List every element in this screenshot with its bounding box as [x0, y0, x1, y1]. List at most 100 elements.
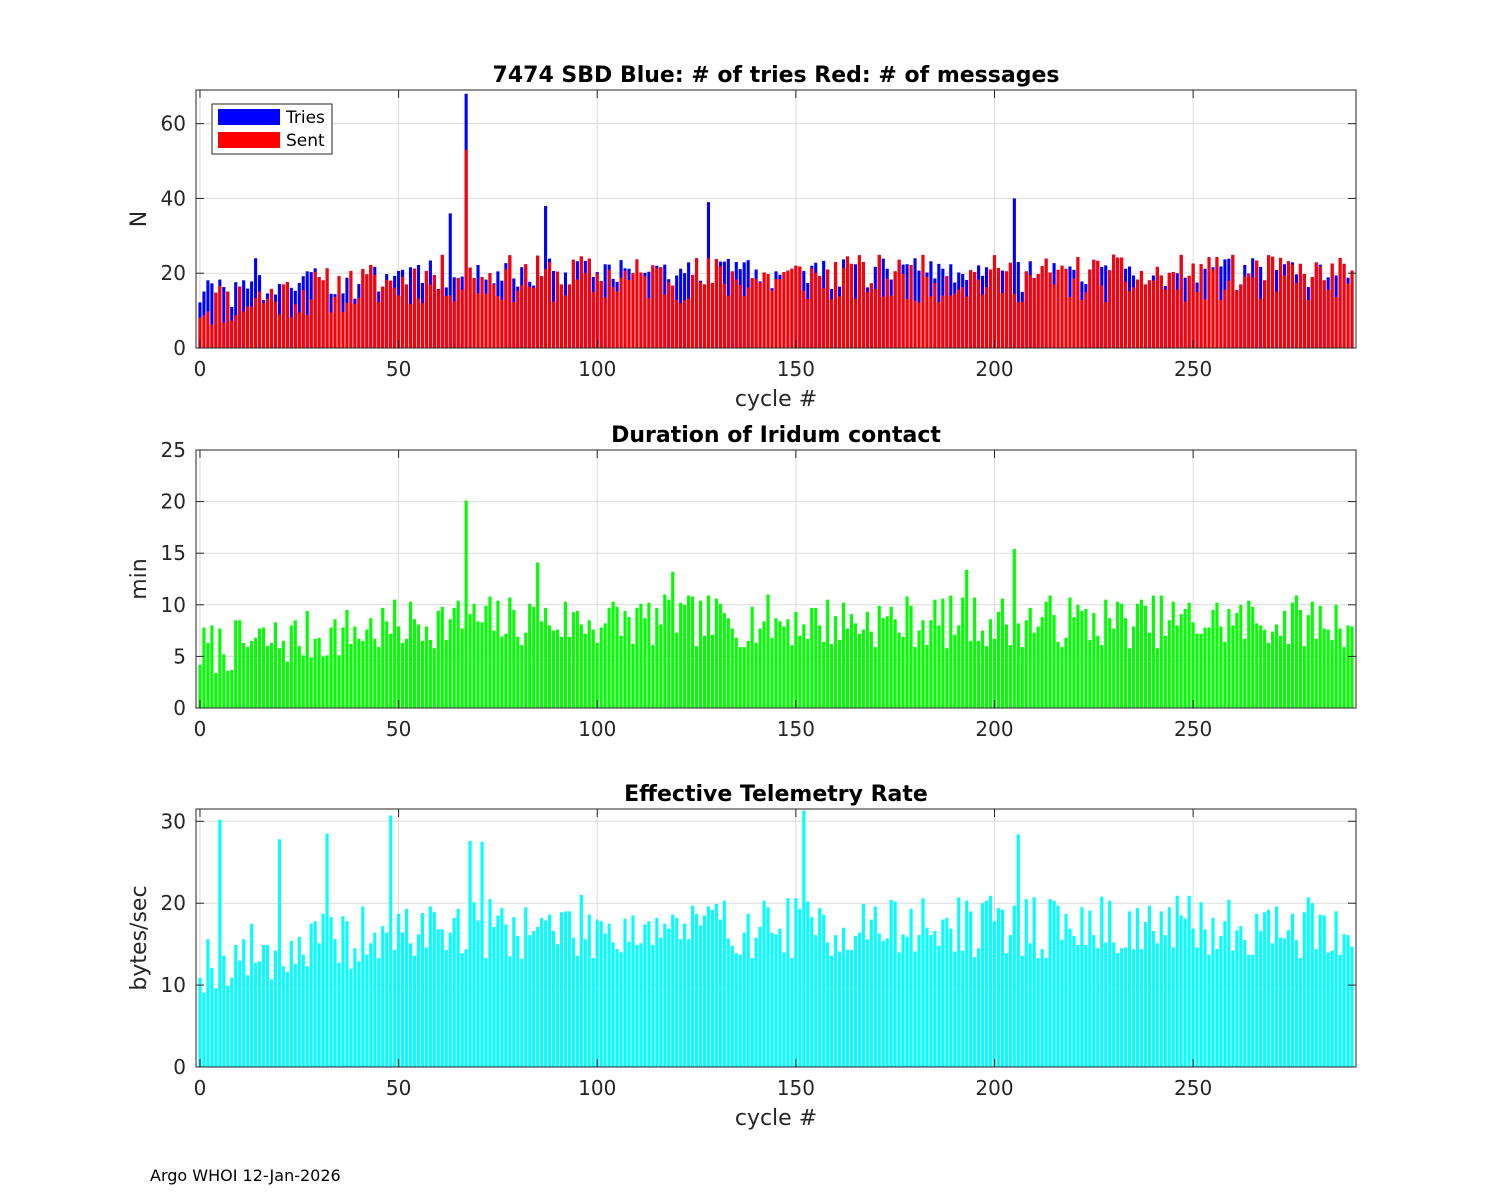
bar-duration — [1203, 627, 1207, 708]
x-axis-label: cycle # — [735, 387, 817, 412]
bar-duration — [1330, 639, 1334, 708]
bar-sent — [1052, 284, 1056, 348]
bar-rate — [830, 955, 834, 1067]
bar-rate — [1338, 954, 1342, 1067]
bar-rate — [1052, 900, 1056, 1067]
bar-duration — [218, 628, 222, 708]
bar-rate — [528, 935, 532, 1067]
bar-duration — [639, 603, 643, 708]
bar-sent — [468, 267, 472, 348]
bar-duration — [277, 648, 281, 708]
bar-sent — [607, 269, 611, 348]
bar-rate — [853, 935, 858, 1067]
bar-sent — [444, 296, 448, 348]
bar-sent — [1278, 257, 1283, 348]
bar-duration — [841, 602, 846, 708]
bar-duration — [953, 634, 957, 708]
bar-sent — [285, 282, 289, 348]
bar-rate — [778, 928, 782, 1067]
bar-rate — [1310, 903, 1314, 1067]
bar-sent — [365, 274, 369, 348]
bar-duration — [377, 647, 381, 708]
bar-sent — [1231, 254, 1235, 348]
bar-duration — [1235, 613, 1239, 708]
bar-duration — [973, 597, 977, 708]
bar-sent — [687, 298, 691, 348]
bar-sent — [1072, 278, 1076, 348]
bar-rate — [627, 941, 631, 1067]
bar-duration — [1012, 549, 1016, 708]
bar-duration — [981, 630, 985, 708]
bar-rate — [1342, 934, 1346, 1067]
bar-rate — [806, 901, 810, 1067]
bar-sent — [996, 267, 1001, 348]
bar-sent — [1139, 270, 1144, 348]
bar-rate — [265, 944, 270, 1067]
bar-rate — [683, 923, 687, 1067]
bar-sent — [420, 303, 424, 348]
bar-sent — [456, 278, 460, 348]
bar-rate — [929, 935, 933, 1067]
bar-rate — [385, 932, 389, 1067]
bar-rate — [484, 958, 488, 1067]
y-tick-label: 10 — [161, 593, 186, 617]
y-tick-label: 30 — [161, 809, 186, 833]
bar-duration — [349, 644, 353, 708]
bar-rate — [1255, 913, 1259, 1067]
bar-sent — [512, 302, 516, 348]
bar-sent — [1267, 255, 1271, 348]
bar-sent — [1084, 292, 1088, 348]
bar-rate — [746, 913, 750, 1067]
bar-duration — [865, 612, 869, 708]
y-tick-label: 20 — [161, 261, 186, 285]
bar-rate — [814, 935, 818, 1067]
bar-rate — [619, 952, 623, 1067]
bar-duration — [428, 639, 432, 708]
bar-sent — [1251, 277, 1255, 348]
bar-duration — [440, 606, 444, 708]
bar-rate — [937, 945, 941, 1067]
bar-rate — [440, 929, 444, 1067]
bar-duration — [988, 619, 993, 708]
bar-sent — [246, 306, 250, 348]
bar-sent — [369, 264, 373, 348]
bar-rate — [742, 932, 746, 1067]
bar-sent — [1060, 265, 1064, 348]
bar-duration — [1060, 647, 1064, 708]
bar-duration — [599, 627, 603, 708]
bar-duration — [1080, 610, 1084, 708]
bar-duration — [496, 600, 500, 708]
bar-duration — [1024, 620, 1028, 708]
bar-rate — [1048, 899, 1052, 1067]
bar-sent — [758, 282, 762, 348]
bar-sent — [1064, 269, 1068, 348]
bar-sent — [679, 303, 683, 348]
bar-sent — [1203, 299, 1207, 348]
bar-duration — [1044, 601, 1048, 708]
bar-rate — [448, 932, 452, 1067]
bar-rate — [404, 908, 409, 1067]
bar-sent — [945, 276, 949, 348]
bar-sent — [1151, 280, 1155, 348]
bar-sent — [1175, 289, 1179, 348]
bar-duration — [1004, 624, 1008, 708]
bar-rate — [1092, 935, 1096, 1067]
bar-rate — [238, 960, 242, 1067]
x-axis-label: cycle # — [735, 1106, 817, 1131]
bar-rate — [1175, 895, 1179, 1067]
y-tick-label: 10 — [161, 973, 186, 997]
bar-rate — [393, 949, 397, 1067]
bar-duration — [822, 641, 826, 708]
bar-duration — [444, 639, 448, 708]
bar-duration — [1302, 646, 1306, 708]
bar-sent — [504, 269, 508, 348]
bar-duration — [754, 642, 758, 708]
bar-sent — [726, 295, 730, 348]
bar-rate — [281, 966, 285, 1067]
bar-sent — [353, 303, 357, 348]
bar-rate — [869, 919, 873, 1067]
bar-sent — [1167, 272, 1171, 348]
bar-rate — [583, 939, 587, 1067]
bar-sent — [575, 279, 579, 348]
bar-rate — [1100, 896, 1104, 1067]
